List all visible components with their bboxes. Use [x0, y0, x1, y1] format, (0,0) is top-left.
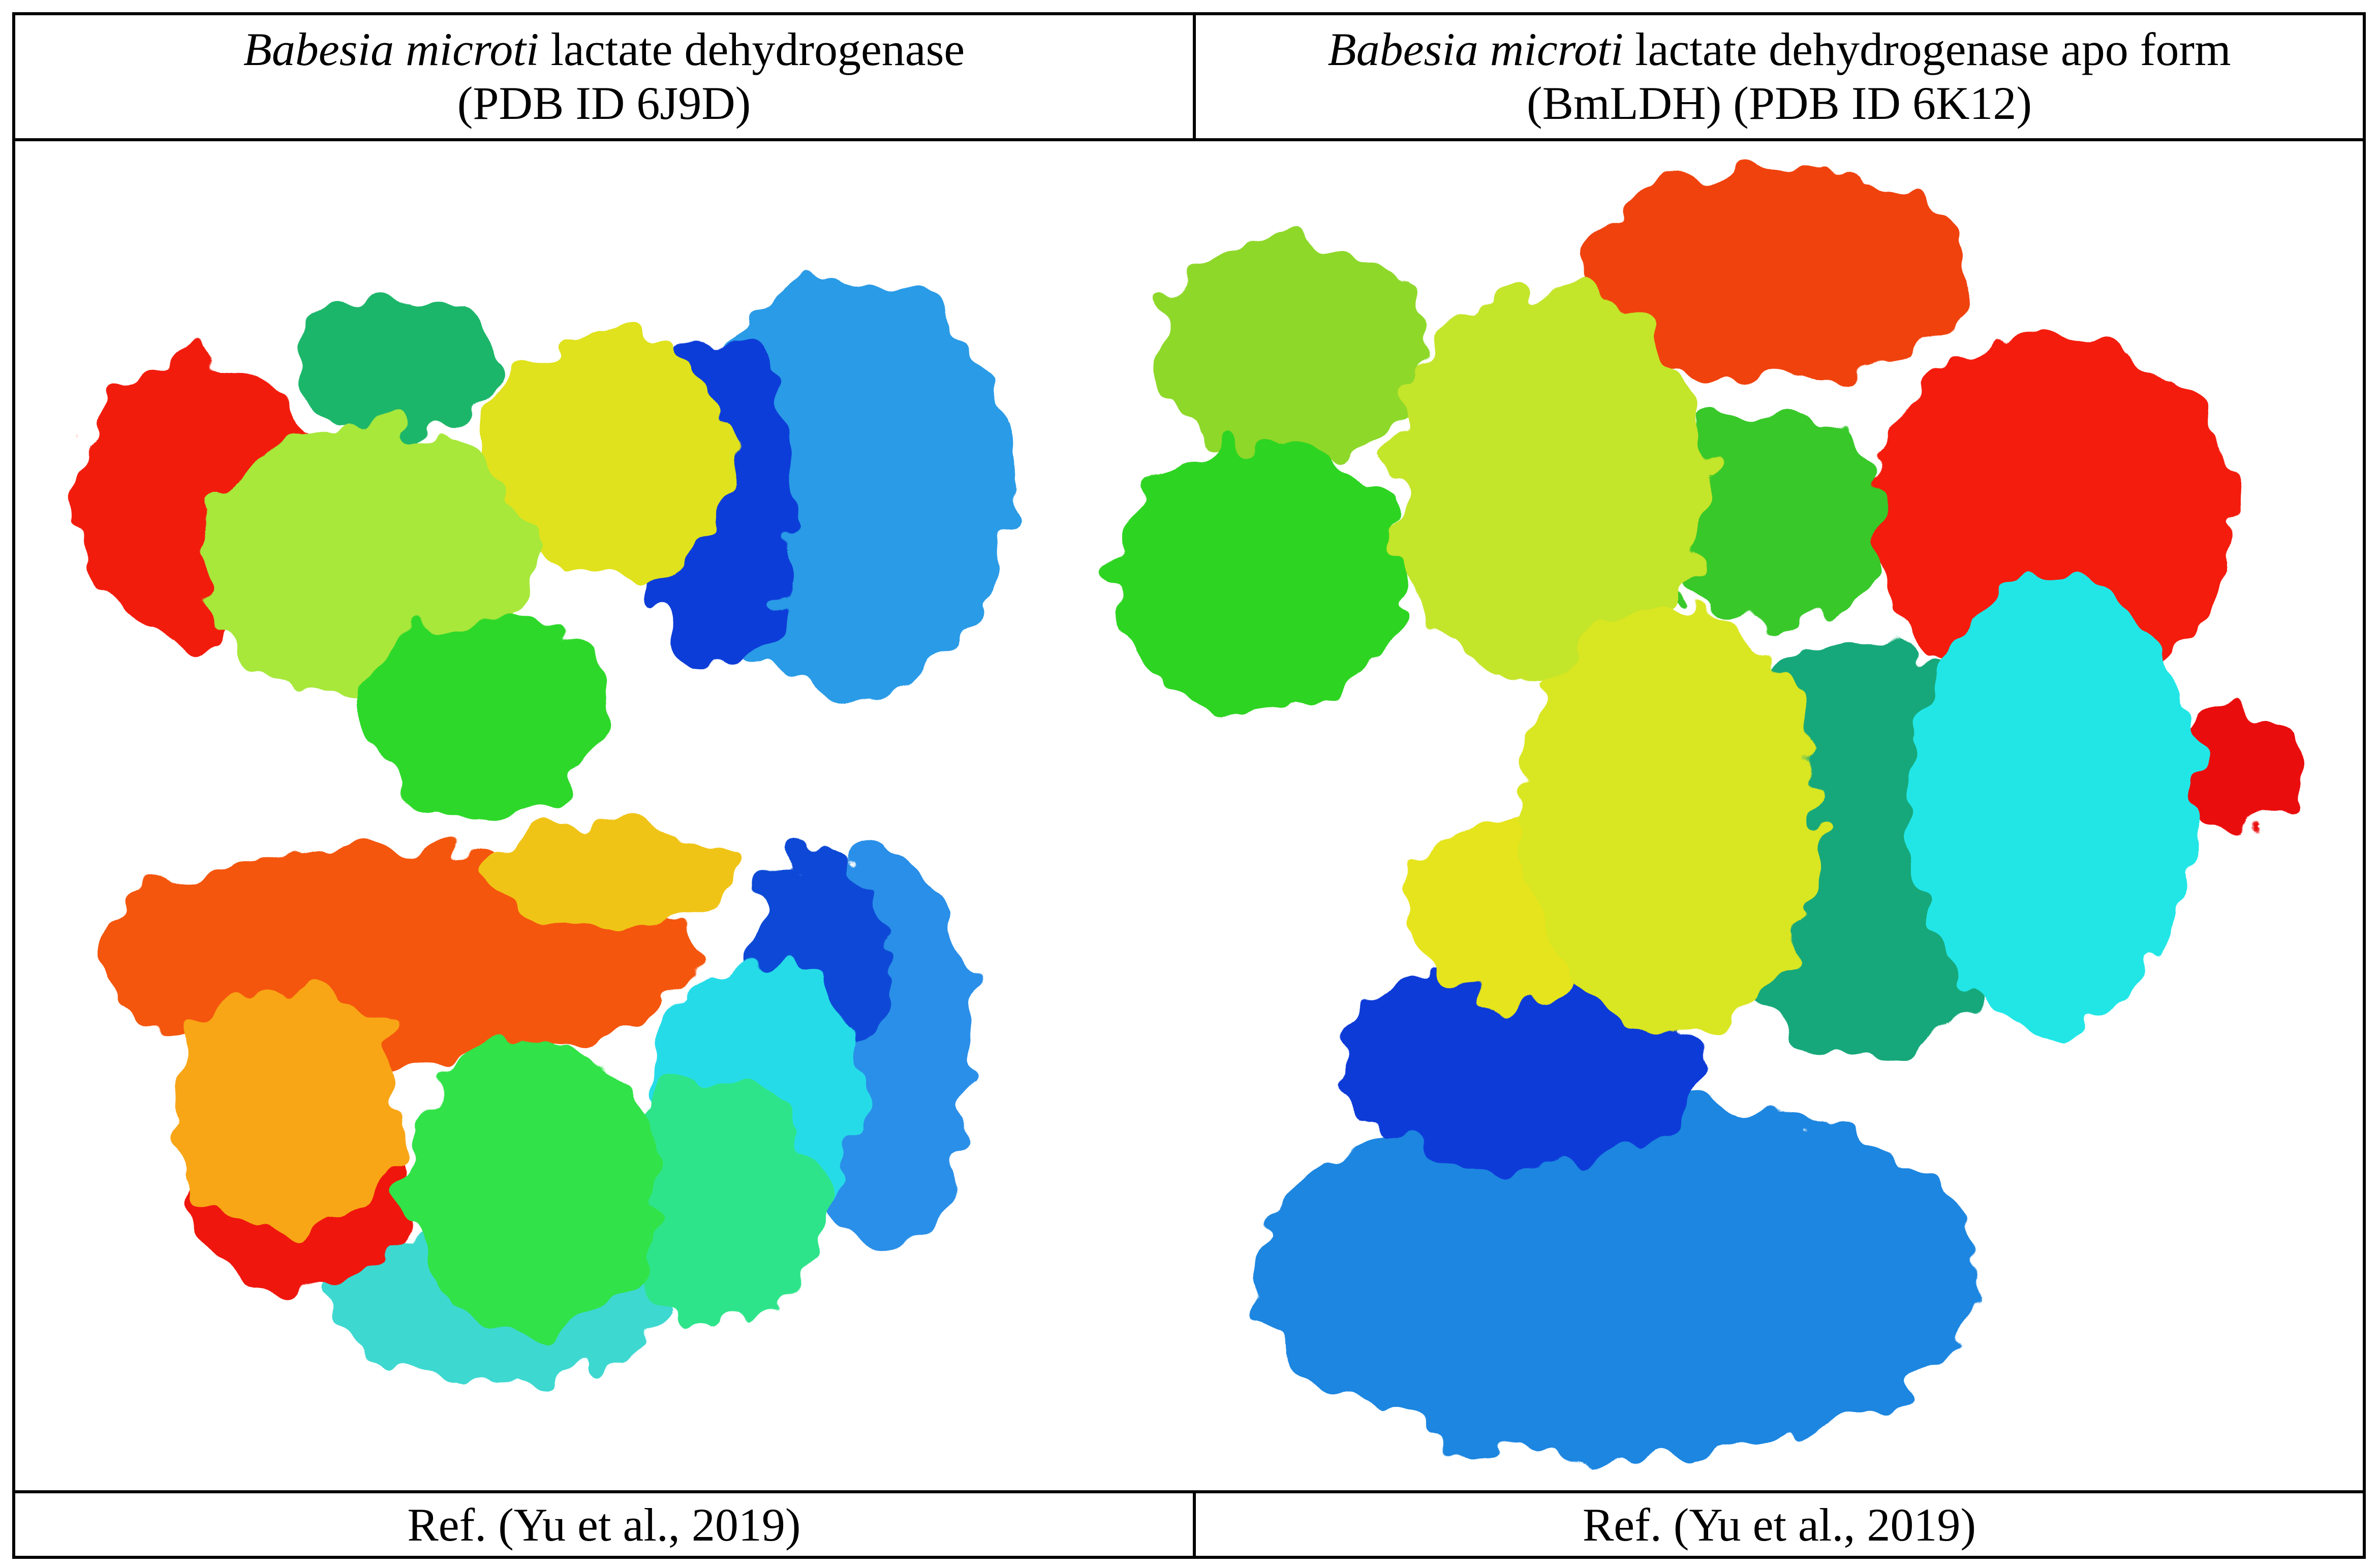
header-cell: Babesia microti lactate dehydrogenase (P… [15, 15, 1193, 138]
surface [364, 615, 608, 813]
surface [1907, 577, 2196, 1033]
border [1193, 1490, 1196, 1559]
reference: Ref. (Yu et al., 2019) [407, 1498, 801, 1551]
header-rest: lactate dehydrogenase (PDB ID 6J9D) [457, 23, 965, 129]
surface [2165, 706, 2302, 828]
border [12, 138, 2366, 141]
surface [1117, 441, 1406, 714]
surface [1580, 167, 1975, 380]
border [2363, 12, 2366, 1559]
border [12, 1556, 2366, 1559]
reference: Ref. (Yu et al., 2019) [1582, 1498, 1976, 1551]
surface [478, 820, 737, 927]
molecule-right [1117, 167, 2302, 1459]
border [1193, 12, 1196, 141]
species: Babesia microti [1327, 23, 1624, 76]
border [12, 12, 2366, 15]
surface [1519, 608, 1824, 1033]
reference-cell: Ref. (Yu et al., 2019) [1196, 1493, 2363, 1556]
surface [1869, 334, 2234, 699]
surface [174, 987, 403, 1231]
surface [403, 1041, 661, 1330]
header-rest: lactate dehydrogenase apo form (BmLDH) (… [1526, 23, 2231, 129]
surface [600, 1079, 828, 1322]
species: Babesia microti [243, 23, 539, 76]
border [12, 12, 15, 1559]
reference-cell: Ref. (Yu et al., 2019) [15, 1493, 1193, 1556]
molecule-left [76, 273, 1011, 1383]
surface [1155, 235, 1429, 464]
surface [478, 334, 737, 578]
border [12, 1490, 2366, 1493]
header-text: Babesia microti lactate dehydrogenase ap… [1291, 23, 2267, 131]
surface [1253, 1093, 1983, 1459]
surface [1390, 289, 1710, 684]
surface [289, 296, 502, 433]
header-text: Babesia microti lactate dehydrogenase (P… [243, 23, 965, 131]
header-cell: Babesia microti lactate dehydrogenase ap… [1196, 15, 2363, 138]
